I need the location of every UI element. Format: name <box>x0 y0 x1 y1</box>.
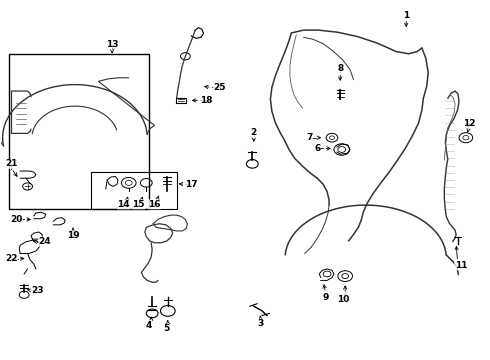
Text: 5: 5 <box>164 324 170 333</box>
Text: 9: 9 <box>322 293 329 302</box>
Text: 13: 13 <box>106 40 119 49</box>
Text: 15: 15 <box>132 200 145 209</box>
Text: 12: 12 <box>464 119 476 128</box>
Text: 8: 8 <box>337 64 343 73</box>
Text: 24: 24 <box>38 237 51 246</box>
Text: 1: 1 <box>403 11 409 20</box>
Text: 25: 25 <box>213 83 226 92</box>
Text: 11: 11 <box>455 261 467 270</box>
Text: 19: 19 <box>67 231 79 240</box>
Text: 14: 14 <box>118 200 130 209</box>
Text: 18: 18 <box>199 96 212 105</box>
Text: 21: 21 <box>5 159 18 168</box>
Text: 4: 4 <box>145 321 151 330</box>
Bar <box>91 172 176 210</box>
Text: 3: 3 <box>258 319 264 328</box>
Text: 16: 16 <box>148 200 161 209</box>
Bar <box>9 54 149 210</box>
Text: 6: 6 <box>314 144 320 153</box>
Text: 23: 23 <box>31 286 44 295</box>
Text: 20: 20 <box>10 215 23 224</box>
Text: 17: 17 <box>185 180 197 189</box>
Text: 7: 7 <box>306 133 313 142</box>
Text: 2: 2 <box>251 128 257 137</box>
Text: 10: 10 <box>337 294 349 303</box>
Text: 22: 22 <box>5 255 18 264</box>
